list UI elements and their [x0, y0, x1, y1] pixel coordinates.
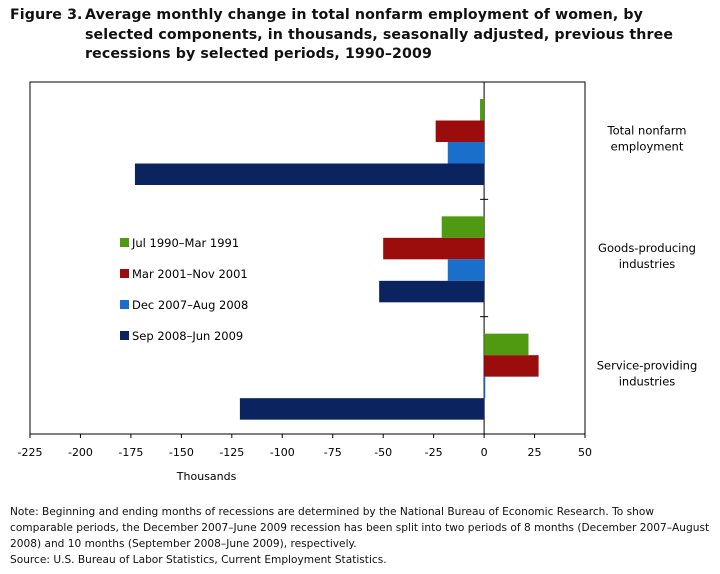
source-text: Source: U.S. Bureau of Labor Statistics,…: [10, 554, 387, 566]
bar: [383, 237, 485, 260]
bar: [239, 398, 485, 420]
note-text: Note: Beginning and ending months of rec…: [10, 506, 710, 550]
category-labels: Total nonfarm employment Goods-producing in…: [597, 124, 698, 389]
chart-notes: Note: Beginning and ending months of rec…: [10, 504, 710, 568]
bars-group: [134, 99, 539, 420]
category-label: industries: [619, 374, 676, 388]
legend: Jul 1990–Mar 1991 Mar 2001–Nov 2001 Dec 20…: [120, 236, 248, 343]
legend-swatch: [120, 269, 129, 278]
category-label: employment: [611, 140, 684, 154]
x-tick-label: -25: [425, 446, 443, 459]
figure-label: Figure 3.: [10, 7, 83, 23]
x-tick-label: -50: [374, 446, 392, 459]
x-axis-ticks: -225 -200 -175 -150 -125 -100 -75 -50 -25 0 25 50: [18, 434, 592, 459]
bar-chart: -225 -200 -175 -150 -125 -100 -75 -50 -25 0 25 50 T…: [18, 81, 698, 483]
bar: [484, 355, 539, 377]
x-tick-label: -75: [324, 446, 342, 459]
x-axis-label: Thousands: [176, 470, 237, 483]
legend-swatch: [120, 331, 129, 340]
bar: [480, 99, 485, 121]
bar: [484, 333, 529, 356]
bar: [447, 142, 485, 164]
bar: [134, 163, 485, 185]
bar: [379, 280, 485, 303]
bar: [447, 259, 485, 281]
bar: [441, 216, 485, 238]
x-tick-label: -175: [118, 446, 143, 459]
x-tick-label: 50: [578, 446, 592, 459]
x-tick-label: 0: [481, 446, 488, 459]
x-tick-label: -125: [219, 446, 244, 459]
plot-area: [29, 81, 586, 435]
legend-label: Mar 2001–Nov 2001: [132, 267, 248, 281]
legend-swatch: [120, 300, 129, 309]
figure-title-text: Average monthly change in total nonfarm …: [85, 7, 674, 62]
plot-frame: [29, 81, 586, 435]
x-tick-label: -100: [270, 446, 295, 459]
chart-title: Figure 3. Average monthly change in tota…: [10, 6, 710, 65]
category-label: industries: [619, 257, 676, 271]
legend-label: Jul 1990–Mar 1991: [131, 236, 239, 250]
x-tick-label: -200: [68, 446, 93, 459]
x-tick-label: -225: [18, 446, 43, 459]
legend-label: Sep 2008–Jun 2009: [132, 329, 243, 343]
bar: [484, 376, 486, 399]
legend-swatch: [120, 238, 129, 247]
category-label: Goods-producing: [598, 241, 696, 255]
legend-label: Dec 2007–Aug 2008: [132, 298, 248, 312]
x-tick-label: 25: [528, 446, 542, 459]
x-tick-label: -150: [169, 446, 194, 459]
category-label: Service-providing: [597, 358, 698, 372]
bar: [435, 120, 485, 142]
category-label: Total nonfarm: [607, 124, 687, 138]
